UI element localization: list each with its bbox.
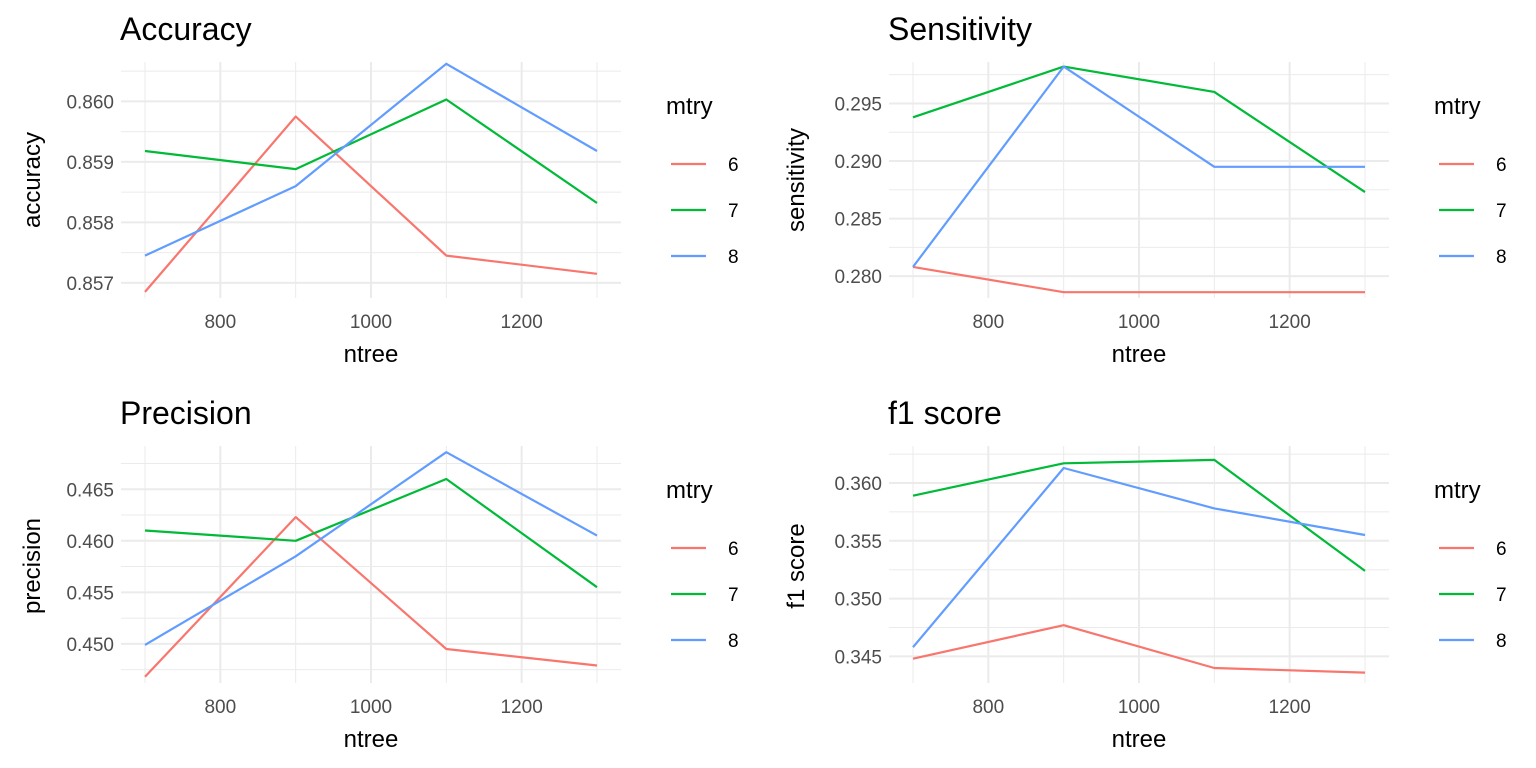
legend-label: 6 bbox=[728, 155, 739, 176]
x-tick-label: 1000 bbox=[1118, 697, 1160, 718]
y-tick-label: 0.859 bbox=[66, 153, 114, 174]
legend: mtry 6 7 8 bbox=[666, 93, 739, 268]
legend-label: 8 bbox=[1496, 631, 1507, 652]
y-tick-label: 0.355 bbox=[834, 532, 882, 553]
y-axis-title: precision bbox=[19, 518, 46, 614]
series-line-mtry-7 bbox=[912, 65, 1366, 194]
legend-title: mtry bbox=[666, 477, 713, 504]
series-line-mtry-7 bbox=[144, 98, 598, 204]
f1-score-panel: f1 score f1 score ntree 800 1000 1200 0.345… bbox=[783, 395, 1507, 753]
x-axis-title: ntree bbox=[1112, 341, 1167, 368]
sensitivity-panel: Sensitivity sensitivity ntree 800 1000 120… bbox=[783, 11, 1507, 368]
y-tick-label: 0.350 bbox=[834, 590, 882, 611]
series-line-mtry-6 bbox=[912, 624, 1366, 674]
legend-label: 8 bbox=[728, 631, 739, 652]
legend-label: 7 bbox=[728, 201, 739, 222]
series-line-mtry-8 bbox=[912, 466, 1366, 648]
plot-area: 800 1000 1200 0.345 0.350 0.355 0.360 bbox=[834, 446, 1389, 718]
x-tick-label: 800 bbox=[972, 697, 1004, 718]
series-line-mtry-6 bbox=[144, 115, 598, 293]
x-tick-label: 1000 bbox=[1118, 312, 1160, 333]
legend-title: mtry bbox=[1434, 93, 1481, 120]
legend: mtry 6 7 8 bbox=[1434, 477, 1507, 652]
y-tick-label: 0.285 bbox=[834, 210, 882, 231]
legend-label: 6 bbox=[1496, 539, 1507, 560]
series-line-mtry-6 bbox=[144, 515, 598, 678]
y-tick-label: 0.360 bbox=[834, 474, 882, 495]
y-tick-label: 0.858 bbox=[66, 213, 114, 234]
legend-label: 6 bbox=[1496, 155, 1507, 176]
x-tick-label: 800 bbox=[204, 312, 236, 333]
panel-title: Precision bbox=[120, 395, 252, 431]
legend-label: 7 bbox=[1496, 201, 1507, 222]
y-tick-label: 0.465 bbox=[66, 480, 114, 501]
panel-title: Accuracy bbox=[120, 11, 252, 47]
precision-panel: Precision precision ntree 800 1000 1200 0.4… bbox=[19, 395, 739, 753]
y-tick-label: 0.455 bbox=[66, 583, 114, 604]
x-tick-label: 1200 bbox=[1269, 312, 1311, 333]
legend-label: 7 bbox=[1496, 585, 1507, 606]
series-line-mtry-8 bbox=[912, 65, 1365, 268]
series-line-mtry-7 bbox=[144, 477, 598, 589]
legend-label: 8 bbox=[1496, 247, 1507, 268]
y-tick-label: 0.857 bbox=[66, 274, 114, 295]
plot-area: 800 1000 1200 0.450 0.455 0.460 0.465 bbox=[66, 446, 621, 718]
x-tick-label: 1000 bbox=[350, 697, 392, 718]
panel-title: f1 score bbox=[888, 395, 1002, 431]
y-tick-label: 0.460 bbox=[66, 532, 114, 553]
legend: mtry 6 7 8 bbox=[1434, 93, 1507, 268]
series-line-mtry-8 bbox=[144, 62, 598, 257]
legend: mtry 6 7 8 bbox=[666, 477, 739, 652]
y-tick-label: 0.450 bbox=[66, 635, 114, 656]
legend-label: 8 bbox=[728, 247, 739, 268]
x-axis-title: ntree bbox=[344, 726, 399, 753]
x-tick-label: 800 bbox=[204, 697, 236, 718]
plot-area: 800 1000 1200 0.857 0.858 0.859 0.860 bbox=[66, 62, 621, 333]
y-tick-label: 0.290 bbox=[834, 152, 882, 173]
x-tick-label: 1200 bbox=[501, 312, 543, 333]
legend-title: mtry bbox=[1434, 477, 1481, 504]
accuracy-panel: Accuracy accuracy ntree 800 1000 1200 0.857… bbox=[19, 11, 739, 368]
series-line-mtry-7 bbox=[912, 458, 1366, 572]
panel-title: Sensitivity bbox=[888, 11, 1032, 47]
y-tick-label: 0.295 bbox=[834, 94, 882, 115]
y-tick-label: 0.860 bbox=[66, 92, 114, 113]
x-tick-label: 800 bbox=[972, 312, 1004, 333]
y-axis-title: accuracy bbox=[19, 132, 46, 228]
legend-title: mtry bbox=[666, 93, 713, 120]
y-tick-label: 0.280 bbox=[834, 267, 882, 288]
y-axis-title: f1 score bbox=[783, 523, 810, 608]
series-line-mtry-8 bbox=[144, 451, 598, 646]
plot-area: 800 1000 1200 0.280 0.285 0.290 0.295 bbox=[834, 62, 1389, 333]
legend-label: 6 bbox=[728, 539, 739, 560]
x-axis-title: ntree bbox=[344, 341, 399, 368]
legend-label: 7 bbox=[728, 585, 739, 606]
series-line-mtry-6 bbox=[912, 265, 1365, 294]
x-tick-label: 1200 bbox=[501, 697, 543, 718]
x-axis-title: ntree bbox=[1112, 726, 1167, 753]
x-tick-label: 1200 bbox=[1269, 697, 1311, 718]
x-tick-label: 1000 bbox=[350, 312, 392, 333]
y-axis-title: sensitivity bbox=[783, 128, 810, 232]
y-tick-label: 0.345 bbox=[834, 647, 882, 668]
